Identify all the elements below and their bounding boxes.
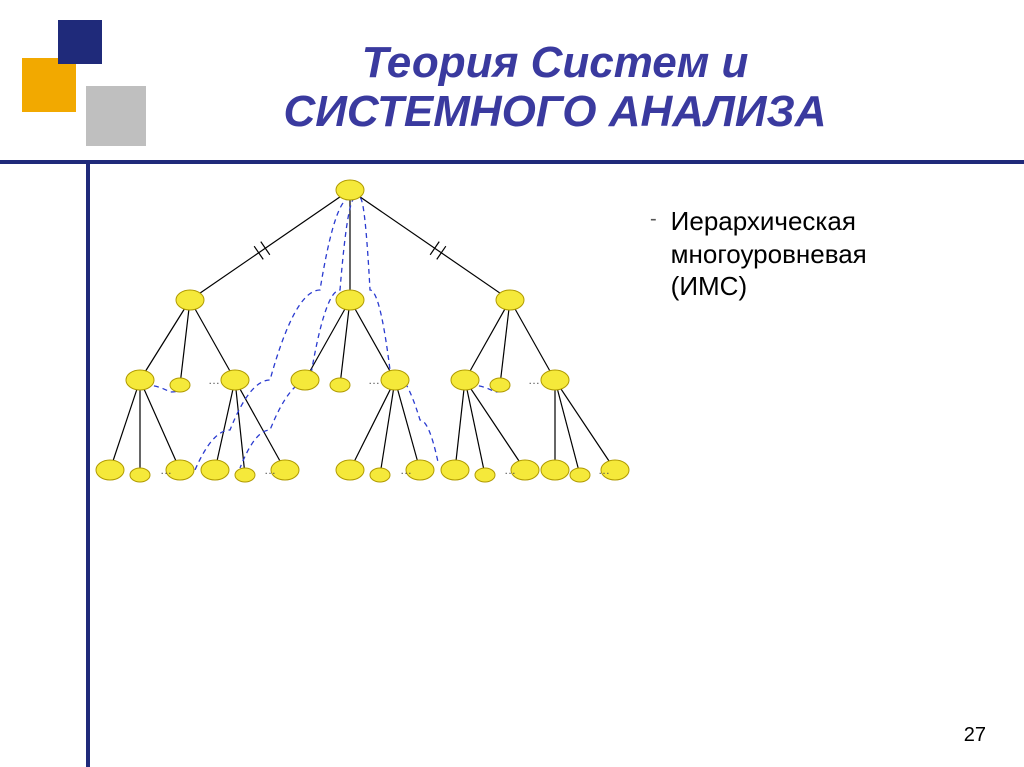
svg-text:…: … (504, 463, 516, 477)
svg-text:…: … (264, 463, 276, 477)
deco-orange (22, 58, 76, 112)
bullet-item: - Иерархическая многоуровневая (ИМС) (650, 205, 1000, 303)
bullet-line-2: многоуровневая (671, 239, 867, 269)
title-line-1: Теория Систем и (362, 38, 749, 87)
svg-text:…: … (528, 373, 540, 387)
svg-text:…: … (160, 463, 172, 477)
divider-horizontal (0, 160, 1024, 164)
bullet-line-1: Иерархическая (671, 206, 856, 236)
bullet-line-3: (ИМС) (671, 271, 747, 301)
slide-title: Теория Систем и СИСТЕМНОГО АНАЛИЗА (110, 38, 1000, 137)
deco-navy (58, 20, 102, 64)
svg-text:…: … (208, 373, 220, 387)
svg-text:…: … (598, 463, 610, 477)
bullet-dash-icon: - (650, 205, 657, 233)
svg-text:…: … (368, 373, 380, 387)
page-number: 27 (964, 724, 986, 747)
svg-text:…: … (400, 463, 412, 477)
title-line-2: СИСТЕМНОГО АНАЛИЗА (283, 87, 826, 136)
hierarchy-tree-diagram: … … … … … … … … (60, 170, 640, 520)
